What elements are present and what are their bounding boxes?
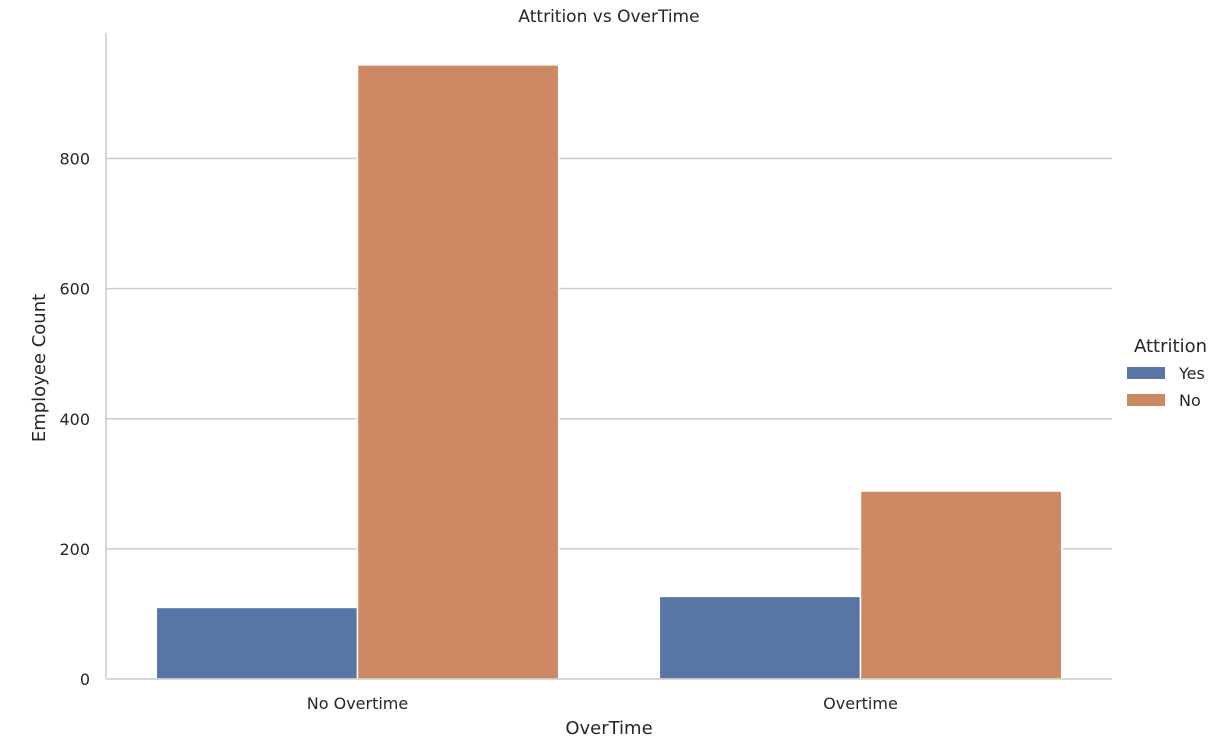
y-tick-labels: 0 200 400 600 800 — [59, 150, 90, 689]
bar-no-no-overtime — [356, 64, 560, 680]
y-tick-label: 400 — [59, 410, 90, 429]
y-tick-label: 200 — [59, 540, 90, 559]
legend-item-yes: Yes — [1127, 364, 1205, 383]
legend-swatch — [1127, 394, 1165, 406]
bar-yes-overtime — [658, 595, 862, 680]
y-tick-label: 800 — [59, 150, 90, 169]
y-tick-label: 600 — [59, 280, 90, 299]
bar-yes-no-overtime — [155, 606, 359, 680]
y-axis-label: Employee Count — [29, 294, 50, 442]
legend-title: Attrition — [1134, 336, 1207, 357]
legend-item-no: No — [1127, 391, 1201, 410]
y-tick-label: 0 — [80, 670, 90, 689]
x-tick-label: No Overtime — [307, 694, 408, 713]
x-tick-labels: No Overtime Overtime — [307, 694, 898, 713]
bar-no-overtime — [859, 490, 1063, 680]
legend-items: Yes No — [1127, 364, 1205, 410]
legend-swatch — [1127, 367, 1165, 379]
legend: Attrition Yes No — [1127, 336, 1207, 410]
x-tick-label: Overtime — [823, 694, 898, 713]
legend-label: No — [1179, 391, 1201, 410]
bars — [155, 64, 1063, 680]
chart-title: Attrition vs OverTime — [518, 7, 699, 27]
legend-label: Yes — [1178, 364, 1205, 383]
x-axis-label: OverTime — [565, 718, 652, 739]
